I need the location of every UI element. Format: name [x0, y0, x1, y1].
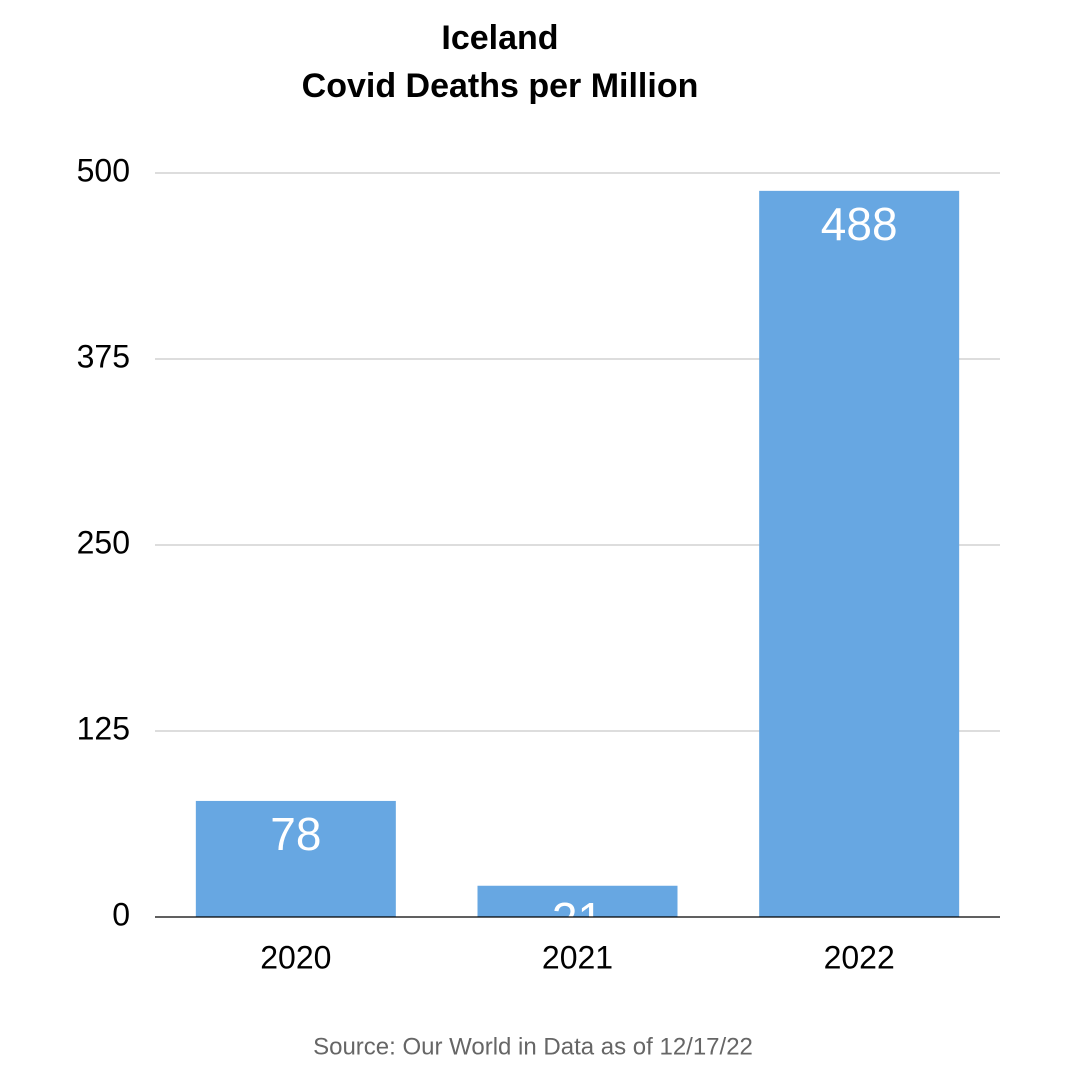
y-tick-label: 125: [77, 710, 130, 746]
y-tick-label: 0: [112, 896, 130, 932]
x-tick-label: 2021: [542, 939, 613, 975]
chart-title: Iceland: [441, 19, 558, 57]
y-tick-label: 250: [77, 524, 130, 560]
y-tick-label: 375: [77, 338, 130, 374]
data-label: 488: [821, 198, 898, 250]
bar: [759, 190, 960, 917]
data-label: 78: [270, 808, 321, 860]
y-tick-label: 500: [77, 152, 130, 188]
x-tick-label: 2020: [260, 939, 331, 975]
bar: [195, 800, 396, 917]
source-note: Source: Our World in Data as of 12/17/22: [313, 1033, 753, 1060]
bar: [477, 885, 678, 917]
x-tick-label: 2022: [824, 939, 895, 975]
chart-title: Covid Deaths per Million: [302, 67, 699, 105]
data-label: 21: [552, 893, 603, 945]
